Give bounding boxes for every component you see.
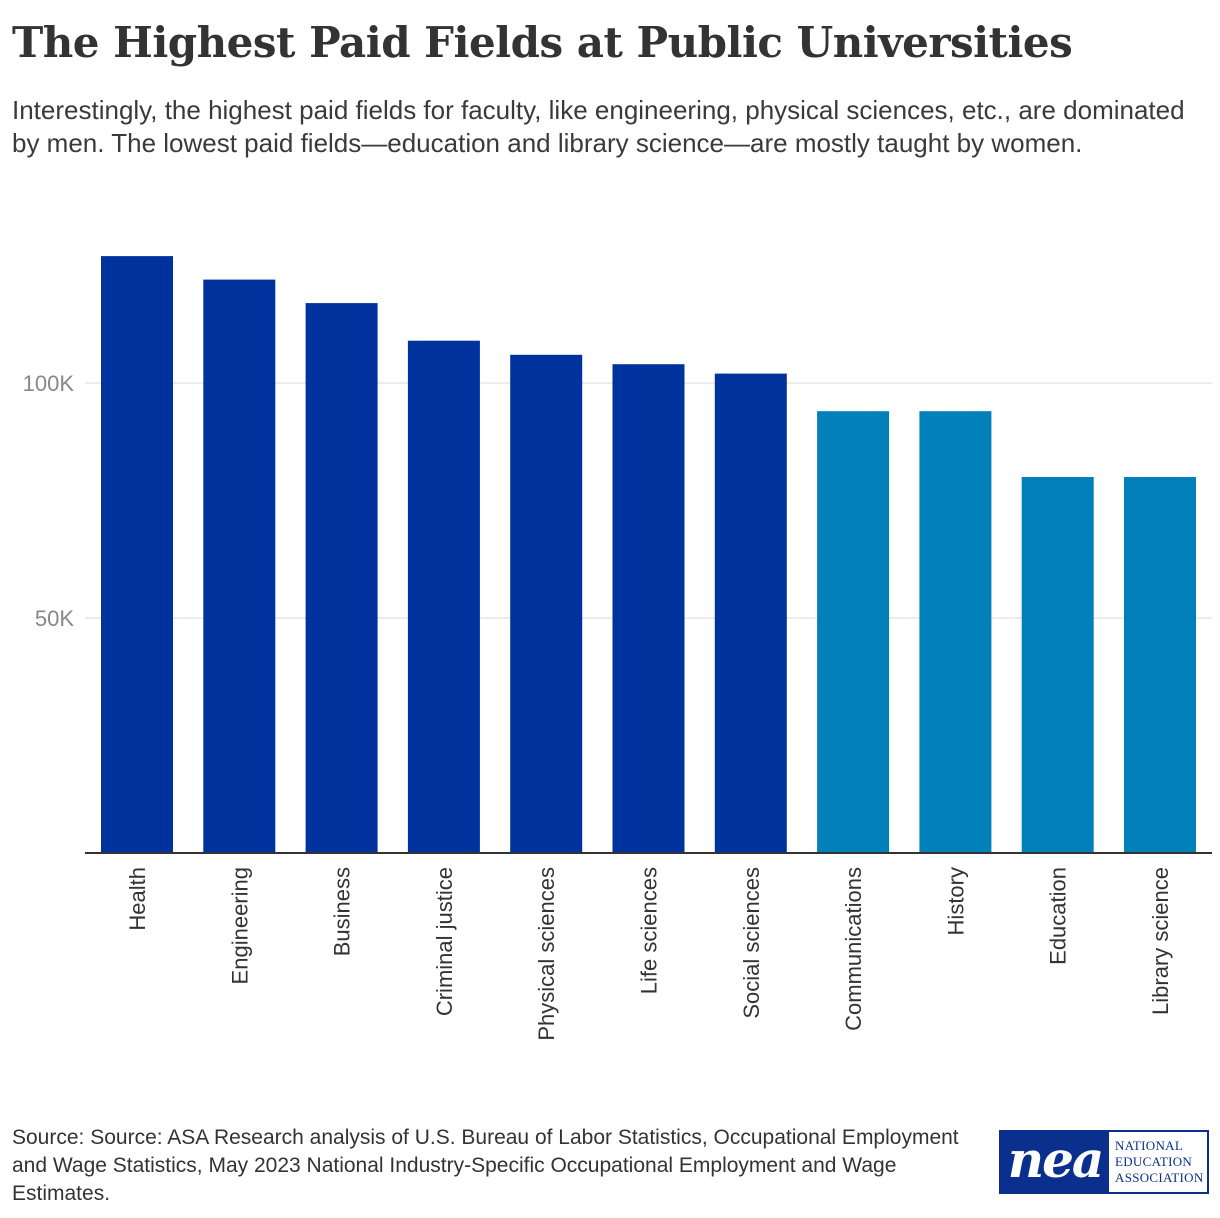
bar-library-science xyxy=(1124,477,1196,853)
chart-subtitle: Interestingly, the highest paid fields f… xyxy=(12,95,1185,158)
source-note: Source: Source: ASA Research analysis of… xyxy=(12,1126,959,1205)
x-label-physical-sciences: Physical sciences xyxy=(534,867,559,1041)
nea-logo-mark: nea xyxy=(1001,1132,1109,1192)
y-tick-label: 100K xyxy=(23,371,75,396)
bar-business xyxy=(305,303,378,854)
x-label-engineering: Engineering xyxy=(227,867,252,984)
bar-chart: 50K 100K Health Engineering Business Crimina… xyxy=(23,256,1212,1041)
nea-logo: nea NATIONAL EDUCATION ASSOCIATION xyxy=(999,1130,1209,1194)
x-label-criminal-justice: Criminal justice xyxy=(432,867,457,1016)
y-tick-label: 50K xyxy=(35,606,74,631)
x-label-history: History xyxy=(943,867,968,935)
bar-communications xyxy=(817,411,890,853)
logo-line-2: EDUCATION xyxy=(1115,1154,1193,1169)
bar-history xyxy=(919,411,992,853)
bar-education xyxy=(1021,477,1094,853)
bar-physical-sciences xyxy=(510,354,583,853)
x-label-social-sciences: Social sciences xyxy=(739,867,764,1019)
bar-criminal-justice xyxy=(407,340,480,853)
category-labels: Health Engineering Business Criminal justic… xyxy=(125,867,1173,1041)
x-label-communications: Communications xyxy=(841,867,866,1031)
bar-health xyxy=(101,256,173,854)
bar-engineering xyxy=(203,279,276,854)
x-label-library-science: Library science xyxy=(1148,867,1173,1015)
nea-logo-text: NATIONAL EDUCATION ASSOCIATION xyxy=(1109,1132,1207,1192)
bar-social-sciences xyxy=(714,373,787,853)
x-label-life-sciences: Life sciences xyxy=(637,867,662,994)
logo-line-1: NATIONAL xyxy=(1115,1138,1184,1153)
x-label-health: Health xyxy=(125,867,150,931)
bar-life-sciences xyxy=(612,364,685,853)
x-label-education: Education xyxy=(1046,867,1071,965)
bars xyxy=(101,256,1196,854)
x-label-business: Business xyxy=(330,867,355,956)
chart-title: The Highest Paid Fields at Public Univer… xyxy=(12,18,1073,67)
logo-line-3: ASSOCIATION xyxy=(1115,1170,1204,1185)
